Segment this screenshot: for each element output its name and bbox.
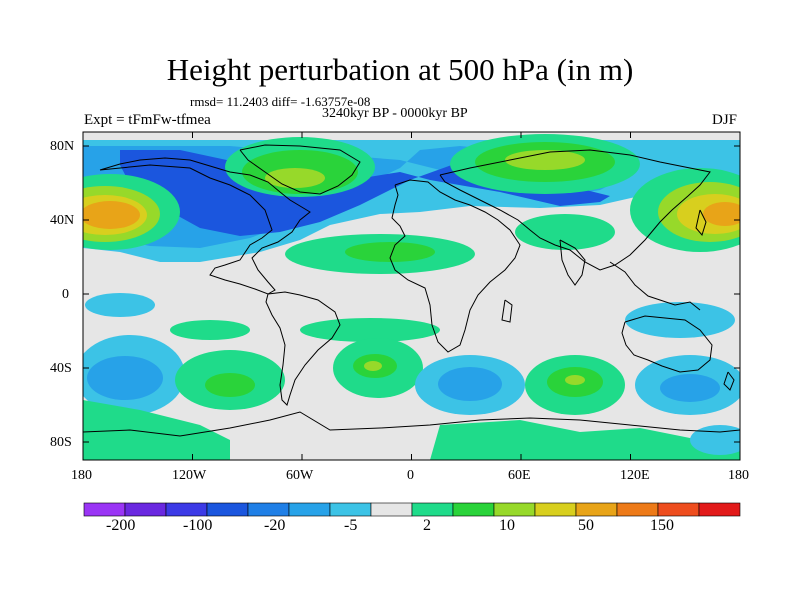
- subtropic-green-core: [345, 242, 435, 262]
- antarctic-green-band: [83, 400, 230, 460]
- time-period-subtitle: 3240kyr BP - 0000kyr BP: [322, 106, 468, 121]
- south-atlantic-yellow-core: [364, 361, 382, 371]
- colorbar-box: [411, 502, 454, 517]
- arabia-green-blob: [515, 214, 615, 250]
- colorbar-box: [452, 502, 495, 517]
- europe-africa-coast: [389, 179, 521, 353]
- experiment-label: Expt = tFmFw-tfmea: [84, 112, 211, 128]
- colorbar-box: [83, 502, 126, 517]
- japan-coast: [695, 209, 707, 237]
- colorbar-label-neg100: -100: [183, 517, 213, 534]
- south-indian-blue-core: [438, 367, 502, 401]
- india-coast: [559, 239, 586, 286]
- colorbar-box: [124, 502, 167, 517]
- lon-label-120w: 120W: [172, 468, 207, 483]
- colorbar-box: [329, 502, 372, 517]
- tropic-atlantic-green: [300, 318, 440, 342]
- colorbar-box: [206, 502, 249, 517]
- eurasia-yellow-core: [505, 150, 585, 170]
- colorbar-box: [534, 502, 577, 517]
- lat-label-40n: 40N: [50, 213, 75, 228]
- colorbar-box: [370, 502, 413, 517]
- madagascar-coast: [501, 299, 513, 323]
- npac-west-orange: [703, 202, 740, 226]
- australia-coast: [621, 315, 713, 373]
- plot-title: Height perturbation at 500 hPa (in m): [166, 52, 634, 87]
- season-label: DJF: [712, 112, 738, 128]
- colorbar-box: [165, 502, 208, 517]
- lon-label-60e: 60E: [508, 468, 531, 483]
- rmsd-diff-stats: rmsd= 11.2403 diff= -1.63757e-08: [190, 94, 371, 109]
- lat-label-40s: 40S: [50, 361, 72, 376]
- tropic-pacific-green: [170, 320, 250, 340]
- lat-label-80s: 80S: [50, 435, 72, 450]
- east-pacific-cyan: [85, 293, 155, 317]
- south-pacific-blue-core: [87, 356, 163, 400]
- lon-label-180e: 180: [728, 468, 749, 483]
- colorbar-label-2: 2: [423, 517, 431, 534]
- lat-label-80n: 80N: [50, 139, 75, 154]
- lon-label-120e: 120E: [620, 468, 650, 483]
- australia-south-blue: [660, 374, 720, 402]
- colorbar-label-neg200: -200: [106, 517, 136, 534]
- colorbar-box: [575, 502, 618, 517]
- southeast-asia-coast: [609, 261, 701, 311]
- colorbar-label-neg20: -20: [264, 517, 286, 534]
- lon-label-60w: 60W: [286, 468, 314, 483]
- lat-label-0: 0: [62, 287, 69, 302]
- south-american-green-core: [205, 373, 255, 397]
- colorbar-label-neg5: -5: [344, 517, 358, 534]
- colorbar-label-150: 150: [650, 517, 674, 534]
- antarctica-coast: [83, 411, 740, 437]
- colorbar-box: [698, 502, 741, 517]
- greenland-coast: [239, 144, 361, 195]
- colorbar-box: [247, 502, 290, 517]
- antarctic-cyan-east: [690, 425, 740, 455]
- latitude-ticks: [83, 145, 740, 443]
- lon-label-0: 0: [407, 468, 414, 483]
- colorbar-box: [657, 502, 700, 517]
- south-indian-yellow-core: [565, 375, 585, 385]
- north-america-coast: [99, 157, 311, 295]
- colorbar-box: [288, 502, 331, 517]
- asia-coast: [439, 149, 711, 271]
- colorbar-box: [493, 502, 536, 517]
- colorbar-label-50: 50: [578, 517, 594, 534]
- south-america-coast: [265, 291, 341, 406]
- lon-label-180w: 180: [71, 468, 92, 483]
- longitude-ticks: [82, 132, 741, 460]
- coastlines: [83, 144, 740, 437]
- antarctic-green-band-2: [430, 420, 740, 460]
- npac-east-orange: [83, 201, 140, 229]
- new-zealand-coast: [723, 371, 735, 391]
- colorbar-box: [616, 502, 659, 517]
- colorbar-label-10: 10: [499, 517, 515, 534]
